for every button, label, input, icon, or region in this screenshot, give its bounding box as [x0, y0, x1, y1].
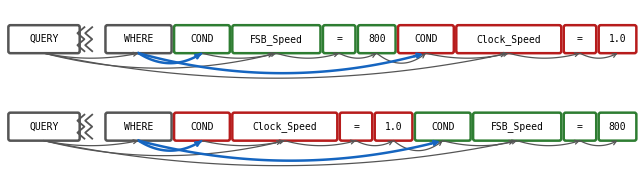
FancyBboxPatch shape [8, 113, 79, 141]
FancyBboxPatch shape [323, 25, 355, 53]
FancyBboxPatch shape [232, 113, 337, 141]
Text: Clock_Speed: Clock_Speed [476, 34, 541, 45]
Text: FSB_Speed: FSB_Speed [491, 121, 543, 132]
Text: QUERY: QUERY [29, 34, 59, 44]
FancyBboxPatch shape [340, 113, 372, 141]
FancyBboxPatch shape [106, 113, 172, 141]
Text: 800: 800 [368, 34, 385, 44]
FancyBboxPatch shape [398, 25, 454, 53]
Text: 1.0: 1.0 [385, 122, 403, 132]
FancyBboxPatch shape [598, 113, 636, 141]
Text: =: = [353, 122, 359, 132]
FancyBboxPatch shape [564, 25, 596, 53]
Text: =: = [336, 34, 342, 44]
FancyBboxPatch shape [232, 25, 321, 53]
FancyBboxPatch shape [473, 113, 561, 141]
Text: 1.0: 1.0 [609, 34, 627, 44]
FancyBboxPatch shape [598, 25, 636, 53]
FancyBboxPatch shape [106, 25, 172, 53]
Text: =: = [577, 122, 583, 132]
FancyBboxPatch shape [456, 25, 561, 53]
Text: QUERY: QUERY [29, 122, 59, 132]
FancyBboxPatch shape [174, 25, 230, 53]
FancyBboxPatch shape [174, 113, 230, 141]
Text: WHERE: WHERE [124, 34, 153, 44]
Text: COND: COND [414, 34, 438, 44]
FancyBboxPatch shape [375, 113, 412, 141]
Text: COND: COND [190, 34, 214, 44]
Text: 800: 800 [609, 122, 627, 132]
Text: Clock_Speed: Clock_Speed [253, 121, 317, 132]
Text: =: = [577, 34, 583, 44]
Text: WHERE: WHERE [124, 122, 153, 132]
FancyBboxPatch shape [358, 25, 396, 53]
FancyBboxPatch shape [8, 25, 79, 53]
Text: COND: COND [190, 122, 214, 132]
Text: COND: COND [431, 122, 454, 132]
FancyBboxPatch shape [564, 113, 596, 141]
Text: FSB_Speed: FSB_Speed [250, 34, 303, 45]
FancyBboxPatch shape [415, 113, 470, 141]
